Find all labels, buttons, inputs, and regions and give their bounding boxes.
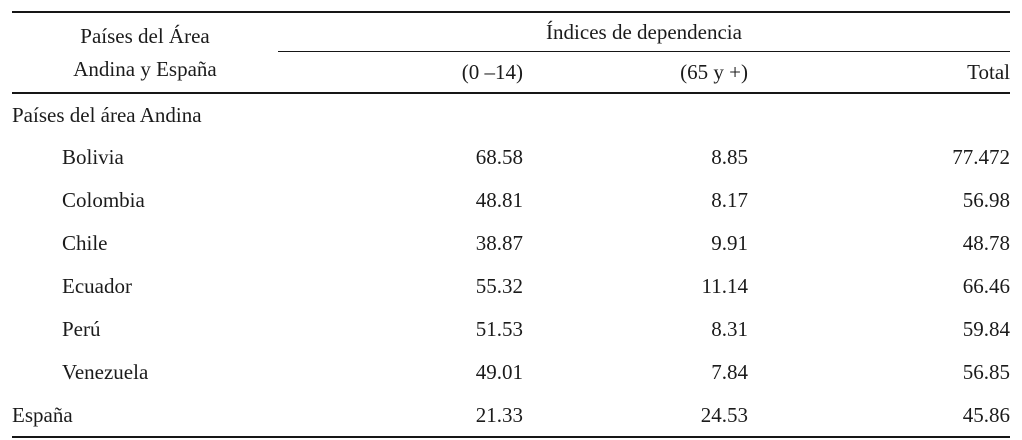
cell-65-plus: 11.14 [701,274,748,298]
table-row: Venezuela 49.01 7.84 56.85 [12,351,1010,394]
dependency-indices-table: Países del Área Andina y España Índices … [12,11,1011,438]
cell-total: 77.472 [952,145,1011,169]
row-label-chile: Chile [62,231,108,255]
table-row: España 21.33 24.53 45.86 [12,394,1010,437]
cell-0-14: 49.01 [475,360,523,384]
cell-0-14: 55.32 [475,274,523,298]
span-header-dependency-indices: Índices de dependencia [278,12,1011,52]
cell-65-plus: 9.91 [711,231,748,255]
cell-total: 48.78 [962,231,1011,255]
header-row-2: (0 –14) (65 y +) Total [12,51,1011,94]
cell-0-14: 38.87 [475,231,523,255]
column-header-countries-line1: Países del Área [80,23,210,48]
cell-65-plus: 7.84 [711,360,748,384]
cell-total: 56.98 [962,188,1011,212]
column-header-65-plus: (65 y +) [523,51,748,94]
column-header-countries-line2: Andina y España [73,56,217,81]
column-header-0-14: (0 –14) [278,51,523,94]
cell-total: 66.46 [962,274,1011,298]
cell-65-plus: 24.53 [700,402,748,427]
table-row: Ecuador 55.32 11.14 66.46 [12,265,1010,308]
table-row: Bolivia 68.58 8.85 77.472 [12,136,1010,179]
row-label-peru: Perú [62,317,101,341]
row-label-ecuador: Ecuador [62,274,132,298]
row-label-bolivia: Bolivia [62,145,124,169]
group-header-andean-countries: Países del área Andina [12,102,202,127]
table-row: Colombia 48.81 8.17 56.98 [12,179,1010,222]
cell-0-14: 21.33 [475,402,523,427]
cell-65-plus: 8.85 [711,145,748,169]
row-label-venezuela: Venezuela [62,360,149,384]
table-row: Chile 38.87 9.91 48.78 [12,222,1010,265]
cell-0-14: 51.53 [475,317,523,341]
cell-total: 56.85 [962,360,1011,384]
row-label-espana: España [12,402,73,427]
row-label-colombia: Colombia [62,188,145,212]
group-header-row: Países del área Andina [12,93,1010,136]
cell-65-plus: 8.31 [711,317,748,341]
cell-0-14: 48.81 [475,188,523,212]
table-row: Perú 51.53 8.31 59.84 [12,308,1010,351]
cell-0-14: 68.58 [475,145,523,169]
cell-65-plus: 8.17 [711,188,748,212]
cell-total: 59.84 [962,317,1011,341]
column-header-total: Total [748,51,1011,94]
cell-total: 45.86 [962,402,1011,427]
header-row-1: Países del Área Andina y España Índices … [12,12,1011,94]
column-header-countries: Países del Área Andina y España [12,12,278,94]
